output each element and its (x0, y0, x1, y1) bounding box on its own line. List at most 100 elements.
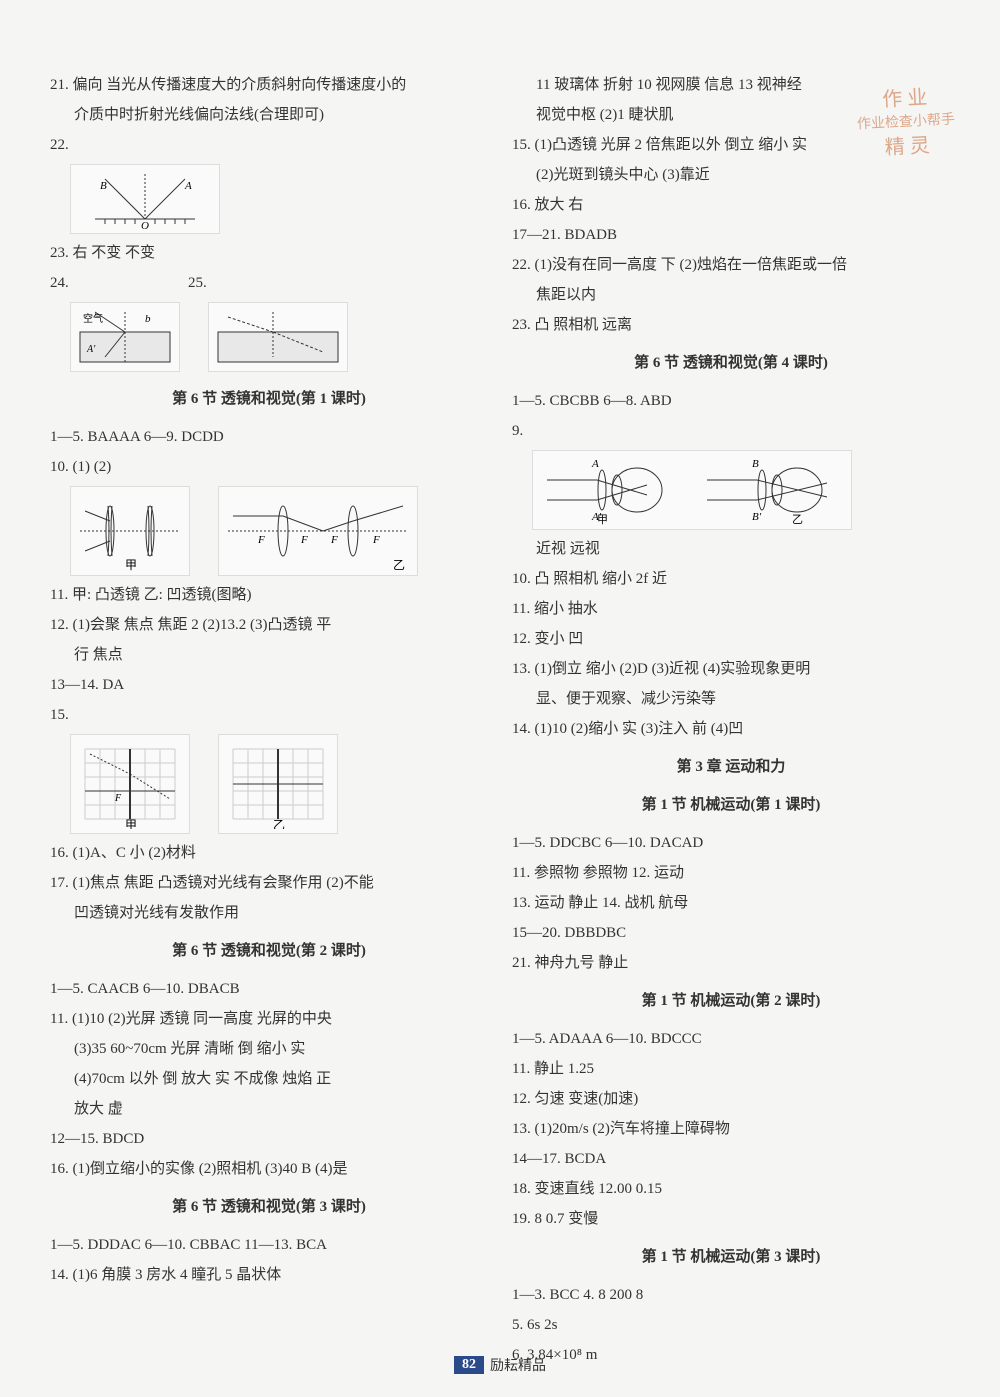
svg-text:B': B' (752, 511, 762, 523)
ans-11: 11. 甲: 凸透镜 乙: 凹透镜(图略) (62, 580, 488, 610)
svg-text:A': A' (86, 344, 96, 355)
page-number: 82 (454, 1356, 484, 1374)
r32-18: 18. 变速直线 12.00 0.15 (524, 1174, 950, 1204)
svg-text:A: A (184, 180, 192, 192)
left-column: 21. 偏向 当光从传播速度大的介质斜射向传播速度小的 介质中时折射光线偏向法线… (50, 70, 488, 1370)
ans-21: 21. 偏向 当光从传播速度大的介质斜射向传播速度小的 (62, 70, 488, 100)
diagram-r9: A A' 甲 B B' 乙 (532, 450, 852, 530)
svg-text:F: F (114, 793, 122, 804)
r4-1-8: 1—5. CBCBB 6—8. ABD (524, 386, 950, 416)
svg-text:甲: 甲 (125, 818, 137, 829)
ans-12b: 行 焦点 (86, 640, 488, 670)
diagram-15b: 乙 (218, 734, 338, 834)
r-22: 22. (1)没有在同一高度 下 (2)烛焰在一倍焦距或一倍 (524, 250, 950, 280)
r4-11: 11. 缩小 抽水 (524, 594, 950, 624)
r-22b: 焦距以内 (548, 280, 950, 310)
svg-text:B: B (100, 180, 107, 192)
svg-text:F: F (300, 534, 308, 546)
svg-text:乙: 乙 (792, 513, 803, 525)
r4-14: 14. (1)10 (2)缩小 实 (3)注入 前 (4)凹 (524, 714, 950, 744)
ans-25: 25. (200, 268, 348, 298)
r-15b: (2)光斑到镜头中心 (3)靠近 (548, 160, 950, 190)
ans2-11d: 放大 虚 (86, 1094, 488, 1124)
diagram-10b: F F F F 乙 (218, 486, 418, 576)
section-3-1-2: 第 1 节 机械运动(第 2 课时) (512, 986, 950, 1016)
svg-text:B: B (752, 458, 759, 470)
section-6-2: 第 6 节 透镜和视觉(第 2 课时) (50, 936, 488, 966)
diagram-25 (208, 302, 348, 372)
svg-text:乙: 乙 (273, 818, 285, 829)
r31-15-20: 15—20. DBBDBC (524, 918, 950, 948)
ans2-16: 16. (1)倒立缩小的实像 (2)照相机 (3)40 B (4)是 (62, 1154, 488, 1184)
section-6-3: 第 6 节 透镜和视觉(第 3 课时) (50, 1192, 488, 1222)
r4-12: 12. 变小 凹 (524, 624, 950, 654)
ans2-12-15: 12—15. BDCD (62, 1124, 488, 1154)
ans3-1-13: 1—5. DDDAC 6—10. CBBAC 11—13. BCA (62, 1230, 488, 1260)
watermark-c: 精 灵 (858, 130, 957, 163)
svg-text:甲: 甲 (597, 514, 608, 525)
diagram-10a: 甲 (70, 486, 190, 576)
r32-12: 12. 匀速 变速(加速) (524, 1084, 950, 1114)
ans2-11b: (3)35 60~70cm 光屏 清晰 倒 缩小 实 (86, 1034, 488, 1064)
diag-10-row: 甲 F F F F 乙 (50, 482, 488, 580)
r31-1-10: 1—5. DDCBC 6—10. DACAD (524, 828, 950, 858)
svg-text:F: F (330, 534, 338, 546)
watermark: 作 业 作业检查小帮手 精 灵 (855, 82, 957, 163)
ans-17: 17. (1)焦点 焦距 凸透镜对光线有会聚作用 (2)不能 (62, 868, 488, 898)
r33-1-4: 1—3. BCC 4. 8 200 8 (524, 1280, 950, 1310)
r33-6: 6. 3.84×10⁸ m (524, 1340, 950, 1370)
diagram-24: 空气 b A' (70, 302, 180, 372)
r33-5: 5. 6s 2s (524, 1310, 950, 1340)
r31-21: 21. 神舟九号 静止 (524, 948, 950, 978)
svg-text:A: A (591, 458, 599, 470)
svg-text:b: b (145, 313, 151, 325)
r32-1-10: 1—5. ADAAA 6—10. BDCCC (524, 1024, 950, 1054)
page-footer: 82 励耘精品 (454, 1355, 546, 1375)
r31-13-14: 13. 运动 静止 14. 战机 航母 (524, 888, 950, 918)
r4-13: 13. (1)倒立 缩小 (2)D (3)近视 (4)实验现象更明 (524, 654, 950, 684)
ans2-1-10: 1—5. CAACB 6—10. DBACB (62, 974, 488, 1004)
ans-23: 23. 右 不变 不变 (62, 238, 488, 268)
ans-16: 16. (1)A、C 小 (2)材料 (62, 838, 488, 868)
ans-12: 12. (1)会聚 焦点 焦距 2 (2)13.2 (3)凸透镜 平 (62, 610, 488, 640)
r4-13b: 显、便于观察、减少污染等 (548, 684, 950, 714)
ans-10: 10. (1) (2) (62, 452, 488, 482)
section-3-1-1: 第 1 节 机械运动(第 1 课时) (512, 790, 950, 820)
r-23: 23. 凸 照相机 远离 (524, 310, 950, 340)
svg-text:甲: 甲 (125, 558, 137, 571)
content-columns: 21. 偏向 当光从传播速度大的介质斜射向传播速度小的 介质中时折射光线偏向法线… (50, 70, 950, 1370)
ans-24: 24. (62, 268, 180, 298)
r4-9b: 近视 远视 (548, 534, 950, 564)
ans-22: 22. (62, 130, 488, 160)
section-6-1: 第 6 节 透镜和视觉(第 1 课时) (50, 384, 488, 414)
ans2-11c: (4)70cm 以外 倒 放大 实 不成像 烛焰 正 (86, 1064, 488, 1094)
r32-19: 19. 8 0.7 变慢 (524, 1204, 950, 1234)
svg-text:F: F (257, 534, 265, 546)
footer-label: 励耘精品 (490, 1355, 546, 1375)
section-3-1-3: 第 1 节 机械运动(第 3 课时) (512, 1242, 950, 1272)
svg-text:空气: 空气 (83, 312, 103, 325)
diagram-22: B A O (70, 164, 220, 234)
diagram-15a: F 甲 (70, 734, 190, 834)
r4-10: 10. 凸 照相机 缩小 2f 近 (524, 564, 950, 594)
ans3-14: 14. (1)6 角膜 3 房水 4 瞳孔 5 晶状体 (62, 1260, 488, 1290)
right-column: 11 玻璃体 折射 10 视网膜 信息 13 视神经 视觉中枢 (2)1 睫状肌… (512, 70, 950, 1370)
ans-1-9: 1—5. BAAAA 6—9. DCDD (62, 422, 488, 452)
r-17-21: 17—21. BDADB (524, 220, 950, 250)
r32-11: 11. 静止 1.25 (524, 1054, 950, 1084)
svg-text:F: F (372, 534, 380, 546)
ans-17b: 凹透镜对光线有发散作用 (86, 898, 488, 928)
ans-25-wrap: 25. (188, 268, 348, 376)
svg-text:O: O (141, 220, 149, 229)
r-16: 16. 放大 右 (524, 190, 950, 220)
section-6-4: 第 6 节 透镜和视觉(第 4 课时) (512, 348, 950, 378)
chapter-3: 第 3 章 运动和力 (512, 752, 950, 782)
diagram-22-svg: B A O (75, 169, 215, 229)
ans2-11: 11. (1)10 (2)光屏 透镜 同一高度 光屏的中央 (62, 1004, 488, 1034)
svg-text:乙: 乙 (393, 558, 405, 571)
r4-9: 9. (524, 416, 950, 446)
r31-11-12: 11. 参照物 参照物 12. 运动 (524, 858, 950, 888)
ans-21b: 介质中时折射光线偏向法线(合理即可) (86, 100, 488, 130)
diag-15-row: F 甲 乙 (50, 730, 488, 838)
ans-24-wrap: 24. 空气 b A' (50, 268, 180, 376)
